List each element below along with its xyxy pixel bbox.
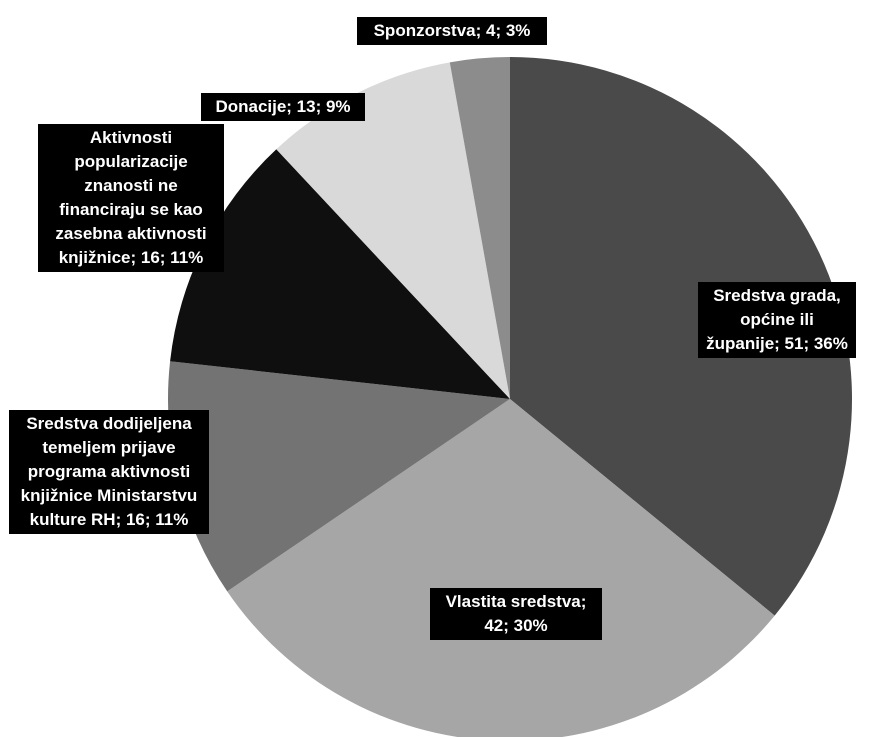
- pie-slice-0: [510, 57, 852, 616]
- label-aktivnosti-popularizacije: Aktivnosti popularizacije znanosti ne fi…: [38, 124, 224, 272]
- pie-slice-3: [170, 149, 510, 399]
- label-vlastita-sredstva: Vlastita sredstva; 42; 30%: [430, 588, 602, 640]
- pie-slice-2: [167, 361, 510, 592]
- pie-slice-4: [276, 62, 510, 400]
- label-sponzorstva: Sponzorstva; 4; 3%: [357, 17, 547, 45]
- label-sredstva-grada: Sredstva grada, općine ili županije; 51;…: [698, 282, 856, 358]
- pie-slice-1: [227, 399, 775, 737]
- label-donacije: Donacije; 13; 9%: [201, 93, 365, 121]
- pie-slice-5: [449, 57, 510, 399]
- label-sredstva-ministarstvo: Sredstva dodijeljena temeljem prijave pr…: [9, 410, 209, 534]
